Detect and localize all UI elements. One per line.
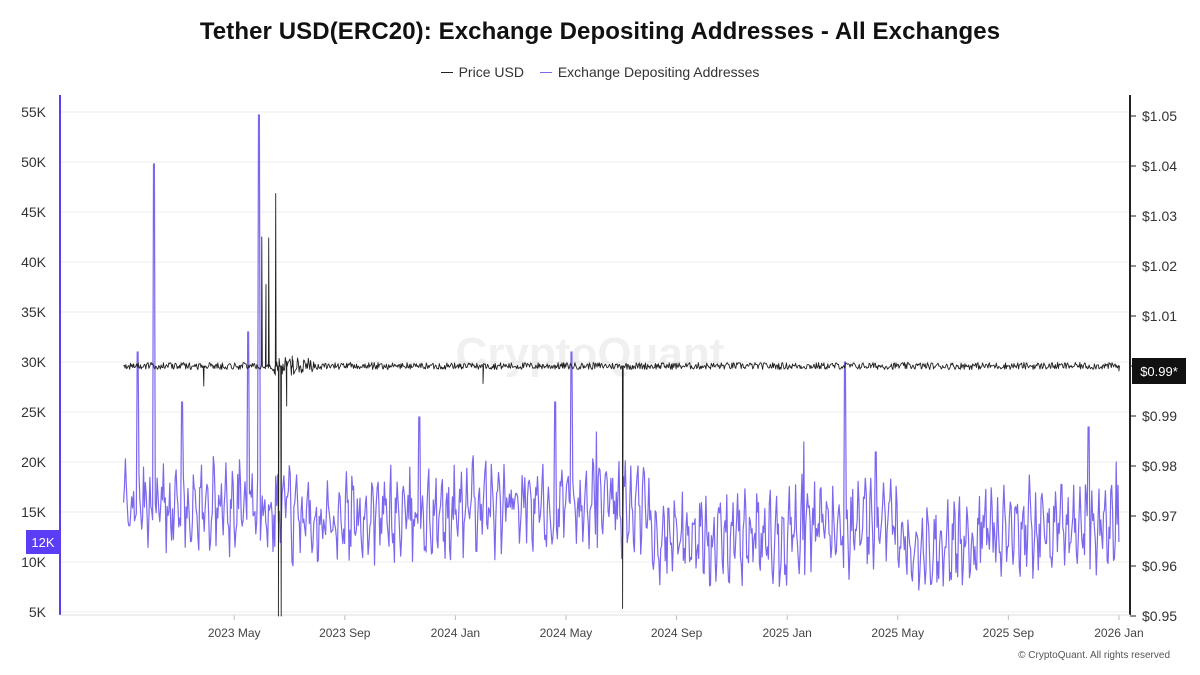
y-left-tick-label: 40K — [21, 254, 47, 270]
legend-swatch-price — [440, 71, 453, 73]
legend-label-price: Price USD — [458, 64, 524, 81]
y-left-tick-label: 30K — [21, 354, 47, 370]
y-left-tick-label: 10K — [21, 554, 47, 570]
x-tick-label: 2026 Jan — [1094, 626, 1143, 640]
y-left-tick-label: 25K — [21, 404, 47, 420]
x-tick-label: 2025 Jan — [762, 626, 811, 640]
y-right-tick-label: $1.04 — [1142, 158, 1177, 174]
x-tick-label: 2024 May — [540, 626, 593, 640]
legend-item-addresses[interactable]: Exchange Depositing Addresses — [539, 64, 760, 81]
watermark: CryptoQuant — [456, 329, 725, 378]
y-left-tick-label: 20K — [21, 454, 47, 470]
legend-item-price[interactable]: Price USD — [440, 64, 524, 81]
y-right-tick-label: $0.97 — [1142, 508, 1177, 524]
y-right-tick-label: $1.01 — [1142, 308, 1177, 324]
legend-swatch-addresses — [539, 71, 552, 73]
y-left-tick-label: 35K — [21, 304, 47, 320]
x-tick-label: 2023 May — [208, 626, 261, 640]
y-right-tick-label: $0.95 — [1142, 608, 1177, 624]
current-value-badge-right — [1132, 358, 1186, 384]
x-tick-label: 2025 May — [871, 626, 924, 640]
x-tick-label: 2025 Sep — [983, 626, 1035, 640]
series-line-addresses — [123, 114, 1120, 591]
x-tick-label: 2023 Sep — [319, 626, 371, 640]
y-left-tick-label: 5K — [29, 604, 47, 620]
series-line-price — [123, 193, 1120, 617]
y-left-tick-label: 45K — [21, 204, 47, 220]
legend-label-addresses: Exchange Depositing Addresses — [557, 64, 760, 81]
y-right-tick-label: $0.99 — [1142, 408, 1177, 424]
y-left-tick-label: 15K — [21, 504, 47, 520]
y-right-tick-label: $1.05 — [1142, 108, 1177, 124]
y-left-tick-label: 55K — [21, 104, 47, 120]
y-right-tick-label: $1.02 — [1142, 258, 1177, 274]
y-right-tick-label: $0.98 — [1142, 458, 1177, 474]
current-value-badge-left — [26, 530, 60, 554]
current-value-label-right: $0.99* — [1140, 364, 1178, 379]
current-value-label-left: 12K — [31, 535, 54, 550]
y-right-tick-label: $1.03 — [1142, 208, 1177, 224]
x-tick-label: 2024 Sep — [651, 626, 703, 640]
y-right-tick-label: $0.96 — [1142, 558, 1177, 574]
x-tick-label: 2024 Jan — [431, 626, 480, 640]
copyright: © CryptoQuant. All rights reserved — [1018, 650, 1170, 661]
legend: Price USD Exchange Depositing Addresses — [0, 60, 1200, 80]
y-left-tick-label: 50K — [21, 154, 47, 170]
chart-title: Tether USD(ERC20): Exchange Depositing A… — [199, 18, 1001, 45]
